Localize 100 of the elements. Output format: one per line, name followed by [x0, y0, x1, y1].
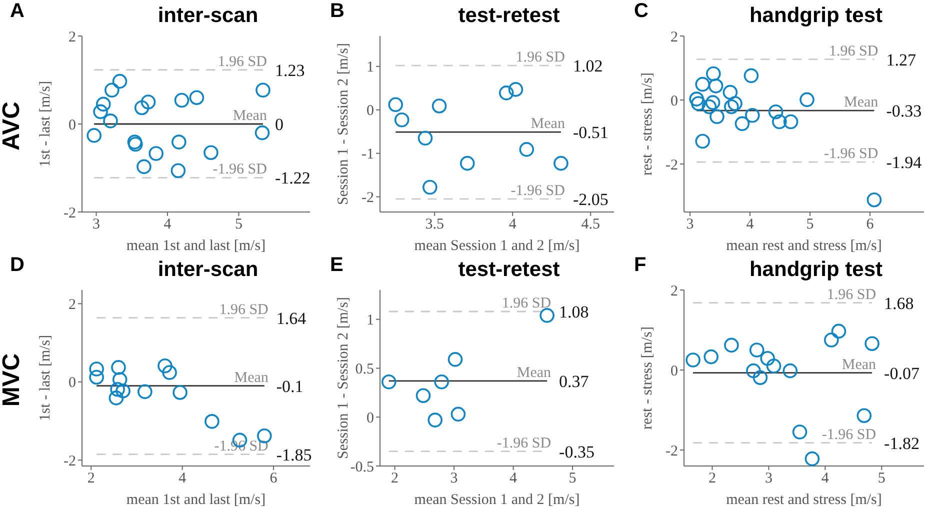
y-tick-label: 0	[670, 93, 678, 110]
x-axis-title: mean 1st and last [m/s]	[126, 238, 266, 254]
point	[148, 146, 164, 161]
annotation: 1.27	[886, 50, 916, 70]
annotation: -1.82	[884, 434, 920, 453]
point	[766, 358, 782, 374]
y-tick-label: 2	[68, 29, 76, 46]
y-tick-label: -2	[362, 190, 374, 206]
x-tick-label: 3	[686, 216, 694, 233]
y-tick-label: 0	[366, 410, 374, 426]
ref-line-label: 1.96 SD	[826, 286, 876, 303]
point	[170, 163, 186, 178]
chart-title: handgrip test	[748, 4, 884, 28]
point	[256, 82, 270, 98]
point	[204, 145, 218, 160]
text: B	[330, 0, 344, 23]
chart-title: test-retest	[457, 4, 561, 28]
annotation: -2.05	[572, 190, 608, 209]
y-tick-label: 0	[366, 103, 374, 120]
ref-line-label: 1.96 SD	[218, 54, 268, 70]
y-tick-label: -2	[666, 443, 678, 460]
point	[704, 349, 719, 364]
point	[856, 408, 872, 423]
text: AVC	[0, 100, 26, 152]
chart-title: test-retest	[457, 258, 561, 282]
point	[136, 159, 152, 174]
chart-title: inter-scan	[156, 4, 260, 28]
annotation: -0.1	[276, 376, 304, 396]
y-tick-label: 2	[68, 297, 76, 314]
point	[689, 92, 704, 106]
x-tick-label: 4	[510, 470, 518, 487]
x-tick-label: 3	[764, 470, 772, 487]
point	[800, 92, 814, 108]
annotation: -0.35	[559, 442, 594, 462]
y-axis-title: 1st - last [m/s]	[37, 80, 54, 168]
x-tick-label: 5	[235, 216, 242, 233]
y-tick-label: -2	[64, 453, 76, 470]
x-tick-label: 2	[708, 470, 716, 487]
y-tick-label: 1	[366, 60, 374, 76]
point	[174, 92, 190, 108]
x-tick-label: 4	[821, 470, 830, 487]
point	[722, 84, 738, 100]
point	[705, 95, 720, 110]
x-axis-title: mean Session 1 and 2 [m/s]	[414, 492, 580, 507]
point	[388, 97, 403, 112]
y-tick-label: -2	[666, 157, 678, 174]
point	[86, 128, 102, 143]
ref-line-label: 1.96 SD	[829, 43, 878, 60]
point	[831, 324, 846, 339]
y-axis-title: rest - stress [m/s]	[639, 326, 656, 430]
point	[158, 358, 172, 374]
point	[450, 406, 466, 422]
annotation: 1.08	[559, 302, 589, 322]
point	[744, 68, 759, 84]
x-tick-label: 3.5	[425, 216, 444, 233]
chart-title: inter-scan	[156, 258, 260, 282]
point	[172, 385, 188, 400]
y-axis-title: Session 1 - Session 2 [m/s]	[335, 42, 352, 206]
x-tick-label: 2	[391, 470, 399, 487]
y-axis-title: Session 1 - Session 2 [m/s]	[335, 296, 352, 460]
point	[519, 142, 534, 157]
point	[116, 384, 130, 398]
point	[93, 104, 108, 120]
point	[498, 86, 514, 100]
annotation: -1.85	[276, 445, 312, 464]
ref-line-label: 1.96 SD	[516, 50, 566, 66]
point	[752, 370, 768, 385]
point	[418, 130, 433, 146]
point	[695, 76, 710, 92]
x-tick-label: 3	[92, 216, 100, 233]
point	[686, 352, 700, 368]
point	[695, 134, 710, 149]
x-tick-label: 6	[270, 470, 278, 487]
y-tick-label: 0	[670, 363, 678, 380]
point	[428, 412, 442, 428]
point	[110, 382, 125, 397]
y-tick-label: -1	[362, 146, 374, 163]
ref-line-label: 1.96 SD	[219, 302, 269, 318]
ref-line-label: -1.96 SD	[212, 162, 268, 178]
point	[702, 99, 717, 114]
text: C	[634, 0, 648, 23]
ref-line-label: 1.96 SD	[502, 296, 552, 312]
point	[710, 109, 724, 124]
point	[432, 98, 447, 114]
y-axis-title: 1st - last [m/s]	[37, 334, 54, 422]
x-tick-label: 6	[866, 216, 874, 233]
point	[782, 363, 798, 378]
point	[749, 342, 764, 358]
annotation: 1.68	[884, 294, 914, 313]
point	[416, 388, 431, 403]
point	[691, 96, 706, 111]
point	[772, 114, 787, 130]
point	[768, 104, 784, 120]
ref-line-label: Mean	[232, 108, 268, 124]
y-tick-label: 1	[366, 312, 374, 329]
point	[448, 352, 463, 367]
y-tick-label: 0.5	[355, 362, 374, 378]
point	[189, 90, 204, 105]
x-tick-label: 5	[806, 216, 814, 233]
point	[460, 156, 475, 171]
